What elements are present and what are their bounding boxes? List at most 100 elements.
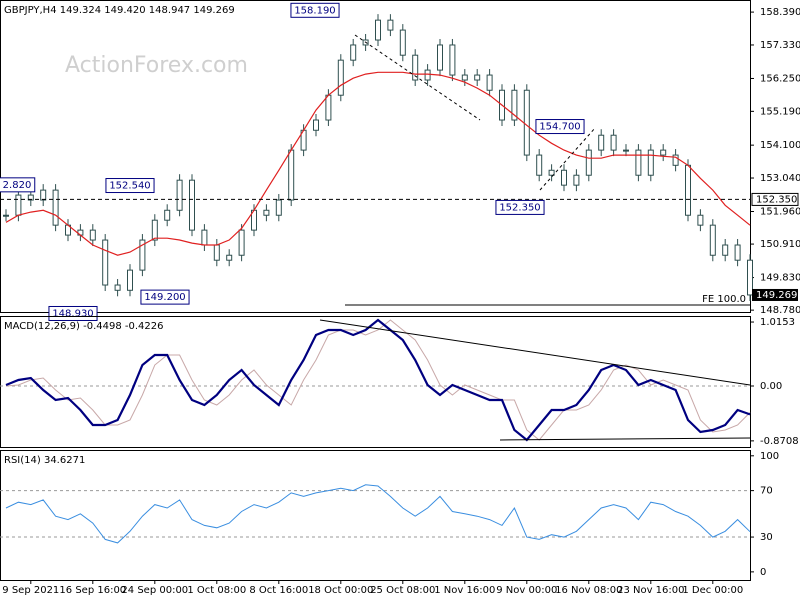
- price-tag: [290, 2, 340, 18]
- y-tick-label: 0.00: [760, 381, 782, 392]
- last-tag: [752, 288, 798, 301]
- fe-label: FE 100.0: [702, 294, 746, 305]
- x-tick-label: 18 Oct 00:00: [308, 585, 373, 596]
- candle: [536, 154, 543, 176]
- trend-line: [539, 127, 596, 191]
- candle: [449, 44, 456, 76]
- candle: [40, 189, 47, 201]
- panel-title: GBPJPY,H4 149.324 149.420 148.947 149.26…: [4, 5, 235, 16]
- price-tag: [535, 119, 585, 135]
- candle: [734, 244, 741, 261]
- y-tick-label: 155.190: [760, 106, 800, 117]
- level-label: 152.350: [756, 194, 797, 205]
- panel-frame: [0, 316, 751, 448]
- candle: [437, 44, 443, 71]
- trend-line: [319, 319, 751, 386]
- y-tick-label: 1.0153: [760, 317, 795, 328]
- x-tick-label: 9 Nov 00:00: [496, 585, 557, 596]
- y-tick-label: 158.390: [760, 7, 800, 18]
- y-tick-label: 100: [760, 451, 779, 462]
- candle: [176, 179, 183, 211]
- y-tick-label: 150.910: [760, 239, 800, 250]
- candle: [151, 219, 158, 241]
- candle: [635, 149, 642, 176]
- price-tag-label: 152.350: [499, 202, 540, 213]
- y-tick-label: 156.250: [760, 73, 800, 84]
- price-tag-label: 148.930: [52, 308, 93, 319]
- y-tick-label: 0: [760, 567, 766, 578]
- candle: [114, 284, 121, 291]
- panel-frame: [0, 450, 751, 581]
- x-tick-label: 9 Sep 2021: [2, 585, 59, 596]
- last-label: 149.269: [756, 290, 797, 301]
- level-tag: [751, 192, 799, 206]
- x-tick-label: 25 Oct 08:00: [370, 585, 435, 596]
- y-tick-label: 153.040: [760, 173, 800, 184]
- candle: [412, 54, 419, 81]
- trend-line: [499, 437, 751, 441]
- panel-frame: [0, 0, 751, 313]
- candle: [263, 209, 270, 216]
- candle: [201, 229, 208, 246]
- price-tag-label: 149.200: [144, 292, 185, 303]
- candle: [52, 189, 59, 226]
- watermark: ActionForex.com: [65, 53, 248, 78]
- y-tick-label: 151.960: [760, 207, 800, 218]
- candle: [660, 149, 667, 156]
- candle: [523, 89, 530, 156]
- candle: [189, 179, 195, 231]
- y-tick-label: 148.780: [760, 305, 800, 316]
- candle: [399, 29, 406, 56]
- series-line: [5, 484, 751, 544]
- y-tick-label: 70: [760, 486, 773, 497]
- price-tag: [0, 177, 36, 193]
- trend-line: [354, 34, 481, 121]
- candle: [511, 89, 518, 121]
- price-tag: [495, 199, 545, 215]
- panel-title: MACD(12,26,9) -0.4498 -0.4226: [4, 321, 164, 332]
- y-tick-label: 157.330: [760, 40, 800, 51]
- price-tag-label: 154.700: [539, 122, 580, 133]
- candle: [573, 174, 580, 186]
- candle: [474, 74, 481, 81]
- candle: [27, 194, 34, 201]
- candle: [238, 229, 245, 256]
- candle: [337, 59, 344, 96]
- candle: [325, 94, 332, 121]
- y-tick-label: -0.8708: [760, 436, 799, 447]
- candle: [598, 134, 605, 151]
- candle: [3, 214, 9, 217]
- candle: [697, 214, 704, 226]
- candle: [164, 209, 171, 221]
- candle: [424, 69, 431, 81]
- candle: [387, 19, 394, 31]
- candle: [685, 164, 691, 216]
- panel-title: RSI(14) 34.6271: [4, 455, 85, 466]
- x-tick-label: 23 Nov 16:00: [617, 585, 684, 596]
- candle: [127, 269, 133, 291]
- price-tag: [105, 178, 155, 194]
- candle: [722, 244, 729, 256]
- candle: [213, 244, 220, 261]
- candle: [375, 19, 381, 41]
- candle: [672, 154, 679, 166]
- price-tag-label: 152.540: [109, 181, 150, 192]
- y-tick-label: 154.100: [760, 140, 800, 151]
- candle: [102, 239, 109, 286]
- candle: [623, 149, 629, 152]
- candle: [139, 239, 146, 271]
- candle: [709, 224, 716, 256]
- candle: [561, 169, 567, 186]
- series-line: [5, 318, 751, 442]
- x-tick-label: 24 Sep 00:00: [121, 585, 188, 596]
- candle: [350, 44, 357, 61]
- series-line: [5, 71, 751, 256]
- candle: [15, 194, 22, 216]
- candle: [89, 229, 96, 241]
- price-tag-label: 158.190: [294, 5, 335, 16]
- candle: [610, 134, 617, 151]
- candle: [647, 149, 654, 176]
- x-tick-label: 1 Dec 00:00: [682, 585, 743, 596]
